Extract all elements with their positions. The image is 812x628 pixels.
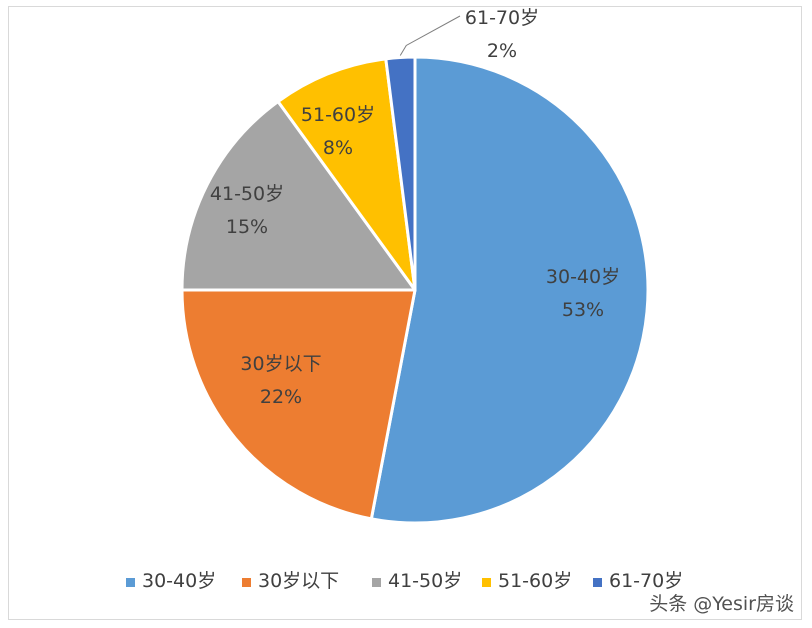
slice-label-41-50: 41-50岁 [210,183,284,205]
slice-label-30-40: 30-40岁 [546,266,620,288]
legend-label-61-70: 61-70岁 [609,570,683,592]
legend-swatch-61-70 [593,578,602,587]
slice-label-under-30: 30岁以下 [240,353,321,375]
slice-labels: 30-40岁 53% 30岁以下 22% 41-50岁 15% 51-60岁 8% 61-70岁… [210,7,620,408]
legend-swatch-under-30 [242,578,251,587]
pie-slice-30-40 [369,55,650,525]
pie-slice-51-60 [276,57,417,292]
legend-swatch-51-60 [482,578,491,587]
slice-percent-51-60: 8% [323,137,353,159]
legend-label-under-30: 30岁以下 [258,570,339,592]
pie-slice-61-70 [384,55,417,292]
legend: 30-40岁 30岁以下 41-50岁 51-60岁 61-70岁 [126,570,683,592]
legend-swatch-41-50 [372,578,381,587]
slice-label-51-60: 51-60岁 [301,104,375,126]
legend-label-30-40: 30-40岁 [142,570,216,592]
legend-label-51-60: 51-60岁 [498,570,572,592]
slice-percent-61-70: 2% [487,40,517,62]
watermark: 头条 @Yesir房谈 [649,593,794,615]
pie-slices [180,55,650,525]
slice-percent-under-30: 22% [260,386,302,408]
leader-line-61-70 [399,15,461,56]
legend-label-41-50: 41-50岁 [388,570,462,592]
pie-slice-under-30 [180,288,417,521]
slice-percent-41-50: 15% [226,216,268,238]
legend-swatch-30-40 [126,578,135,587]
slice-label-61-70: 61-70岁 [465,7,539,29]
slice-percent-30-40: 53% [562,299,604,321]
pie-slice-41-50 [180,99,417,292]
